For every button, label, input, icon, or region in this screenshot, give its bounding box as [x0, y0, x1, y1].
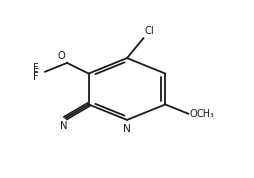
- Text: O: O: [58, 51, 66, 61]
- Text: F: F: [33, 72, 39, 82]
- Text: F: F: [33, 68, 39, 78]
- Text: N: N: [60, 121, 68, 131]
- Text: F: F: [33, 63, 39, 73]
- Text: CH₃: CH₃: [196, 109, 214, 119]
- Text: O: O: [189, 109, 197, 119]
- Text: Cl: Cl: [145, 26, 154, 36]
- Text: N: N: [123, 124, 131, 134]
